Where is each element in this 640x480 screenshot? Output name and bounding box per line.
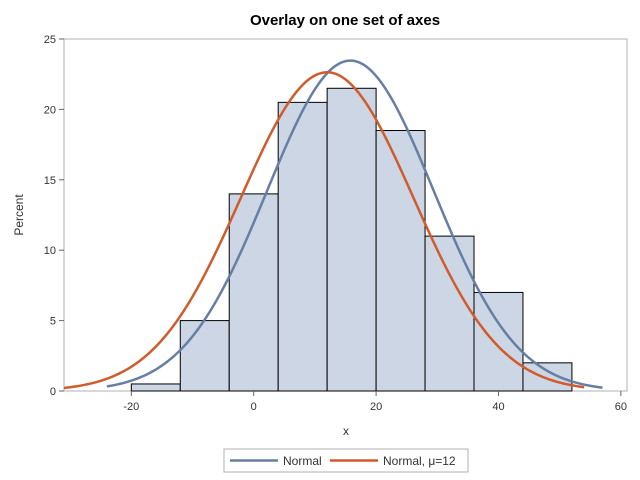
histogram-bar (424, 235, 475, 392)
chart-title: Overlay on one set of axes (250, 12, 440, 29)
y-axis-label: Percent (12, 194, 26, 236)
histogram-bar (326, 87, 377, 392)
histogram-bar (130, 383, 181, 392)
curve-normal (106, 59, 603, 389)
y-tick-label: 15 (44, 175, 56, 187)
y-tick-label: 25 (44, 34, 56, 46)
histogram-bar (179, 320, 230, 392)
x-tick-label: 60 (615, 401, 627, 413)
y-tick-label: 5 (50, 316, 56, 328)
x-tick-label: 0 (251, 401, 257, 413)
y-tick-label: 0 (50, 386, 56, 398)
legend-label-normal: Normal (283, 454, 322, 468)
y-tick-label: 10 (44, 245, 56, 257)
x-tick-label: -20 (123, 401, 139, 413)
histogram-bar (473, 291, 524, 392)
histogram-bar (522, 362, 573, 392)
legend: Normal Normal, μ=12 (223, 448, 469, 473)
x-tick-label: 40 (492, 401, 504, 413)
y-tick-label: 20 (44, 104, 56, 116)
legend-label-normal-mu12: Normal, μ=12 (383, 454, 456, 468)
histogram-bar (277, 101, 328, 392)
x-tick-label: 20 (370, 401, 382, 413)
x-axis-label: x (343, 424, 349, 438)
curve-normal-mu12 (63, 71, 585, 390)
